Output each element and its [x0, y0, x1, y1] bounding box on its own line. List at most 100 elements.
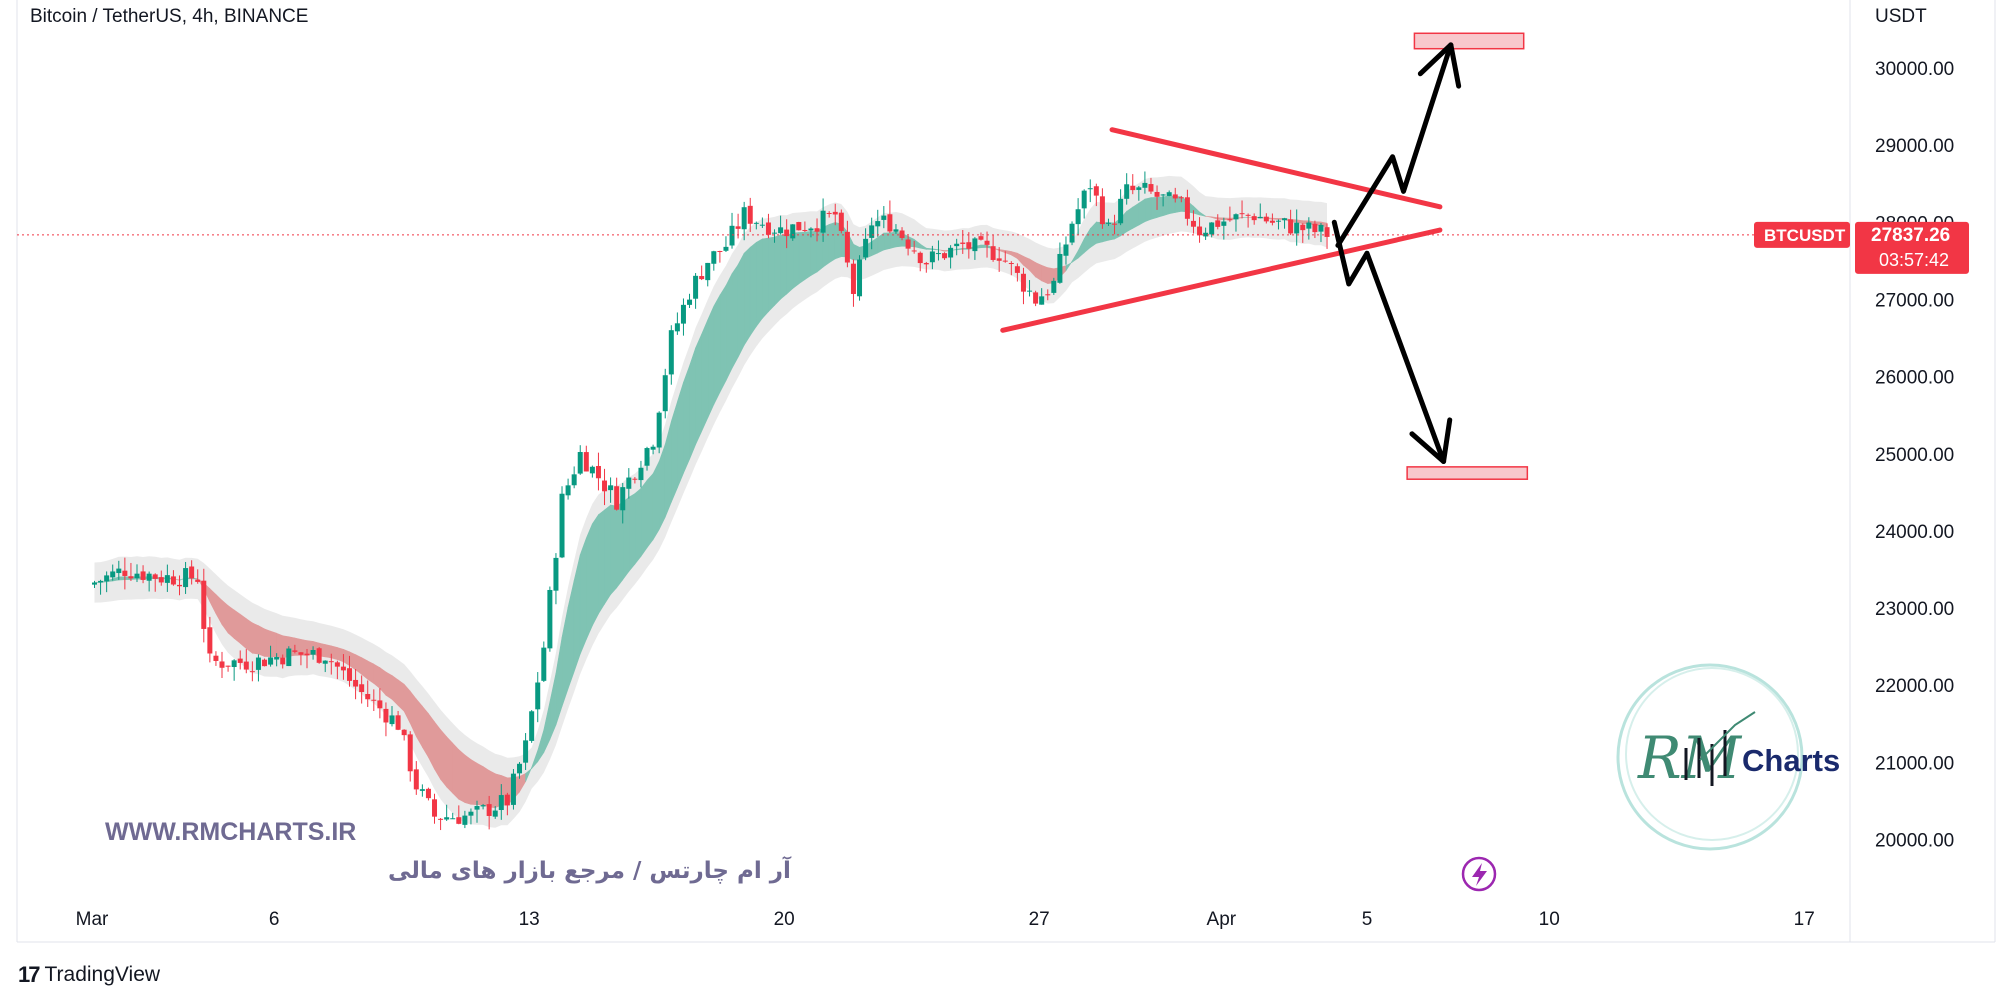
candle-body: [863, 238, 869, 258]
candle-body: [116, 568, 122, 574]
candle-body: [687, 299, 693, 305]
candle-body: [1160, 194, 1166, 196]
x-tick-label: 27: [1029, 909, 1050, 930]
candle-body: [650, 446, 656, 450]
ribbon-segment: [683, 365, 690, 474]
candle-body: [286, 648, 292, 667]
candle-body: [535, 682, 541, 710]
candle-body: [1251, 216, 1257, 221]
candle-body: [1209, 222, 1215, 235]
candle-body: [559, 493, 565, 558]
candle-body: [741, 207, 747, 230]
ribbon-layer: [94, 175, 1328, 828]
ribbon-segment: [239, 613, 247, 650]
candle-body: [699, 276, 705, 280]
candle-body: [413, 769, 419, 790]
candle-body: [899, 230, 905, 238]
candle-body: [747, 205, 753, 224]
watermark-tagline: آر ام چارتس / مرجع بازار های مالی: [388, 855, 792, 884]
candle-body: [1008, 263, 1014, 265]
ribbon-segment: [1102, 222, 1109, 243]
ribbon-segment: [452, 742, 460, 801]
candle-body: [790, 224, 796, 239]
candle-body: [456, 817, 462, 824]
candle-body: [638, 467, 644, 481]
candle-body: [996, 258, 1002, 261]
candle-body: [1324, 227, 1330, 237]
x-tick-label: 6: [269, 909, 280, 930]
ribbon-segment: [646, 472, 654, 549]
candle-body: [504, 794, 510, 806]
ribbon-segment: [440, 728, 447, 788]
candle-body: [571, 474, 577, 486]
candle-body: [1257, 216, 1263, 219]
ribbon-segment: [743, 246, 751, 347]
candle-layer: [92, 171, 1330, 831]
x-tick-label: 13: [519, 909, 540, 930]
candle-body: [923, 263, 929, 265]
candle-body: [680, 304, 686, 324]
candle-body: [1075, 209, 1081, 225]
x-tick-label: Mar: [76, 909, 109, 930]
candle-body: [784, 229, 790, 237]
candle-body: [1184, 197, 1190, 219]
candle-body: [778, 227, 784, 234]
candle-body: [1136, 187, 1142, 190]
candle-body: [152, 574, 158, 579]
candle-body: [225, 665, 231, 667]
candle-body: [1275, 220, 1281, 222]
candle-body: [1130, 185, 1136, 191]
candle-body: [334, 662, 340, 667]
candle-body: [735, 226, 741, 229]
y-tick-label: 24000.00: [1875, 522, 1954, 543]
candle-body: [1245, 214, 1251, 216]
candle-body: [990, 246, 996, 260]
y-tick-label: 29000.00: [1875, 136, 1954, 157]
candle-body: [189, 566, 195, 579]
candle-body: [183, 568, 189, 588]
candle-body: [820, 210, 826, 233]
candle-body: [1263, 216, 1269, 222]
ribbon-segment: [804, 231, 812, 281]
candle-body: [231, 660, 237, 668]
lightning-icon[interactable]: [1461, 856, 1497, 892]
ribbon-segment: [276, 632, 284, 659]
candle-body: [541, 647, 547, 681]
candle-body: [668, 330, 674, 375]
watermark-site: WWW.RMCHARTS.IR: [105, 818, 356, 846]
candle-body: [844, 231, 850, 263]
ribbon-segment: [828, 222, 836, 264]
x-tick-label: 10: [1539, 909, 1560, 930]
tradingview-brand[interactable]: 17 TradingView: [18, 962, 160, 988]
ribbon-segment: [756, 238, 763, 328]
ribbon-segment: [324, 644, 332, 659]
ribbon-segment: [810, 231, 818, 276]
ribbon-segment: [579, 537, 587, 655]
ribbon-segment: [1168, 195, 1176, 215]
ribbon-segment: [464, 754, 472, 805]
candle-body: [1020, 273, 1026, 292]
candle-body: [1221, 221, 1227, 226]
candle-body: [529, 711, 535, 741]
candle-body: [966, 242, 972, 249]
ribbon-segment: [488, 770, 496, 809]
candle-body: [359, 684, 365, 693]
candle-body: [219, 661, 225, 668]
ribbon-segment: [604, 504, 611, 606]
candle-body: [796, 222, 802, 231]
ribbon-segment: [725, 273, 733, 381]
tradingview-name: TradingView: [44, 963, 161, 986]
candle-body: [395, 715, 401, 730]
candle-body: [656, 412, 662, 448]
candle-body: [857, 259, 863, 297]
candle-body: [243, 661, 249, 670]
candle-body: [1312, 223, 1318, 233]
candle-body: [960, 242, 966, 244]
candle-body: [195, 579, 201, 582]
candle-body: [589, 466, 595, 474]
candle-body: [262, 659, 268, 667]
candle-body: [383, 708, 389, 723]
candle-body: [602, 480, 608, 492]
candle-body: [353, 679, 359, 687]
